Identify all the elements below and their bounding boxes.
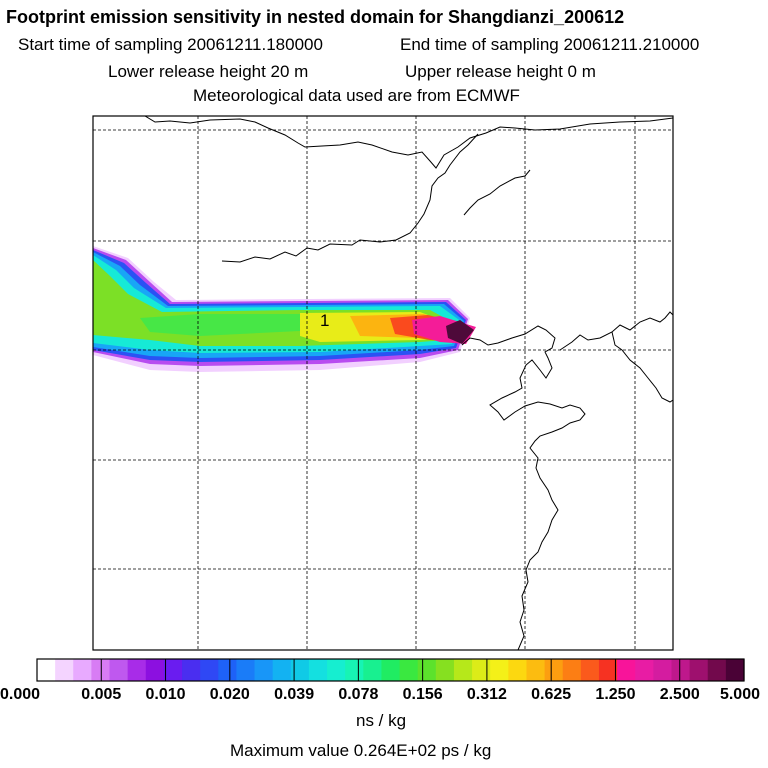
colorbar-unit-label: ns / kg xyxy=(356,711,407,730)
coast-korea xyxy=(559,311,673,351)
met-data-text: Meteorological data used are from ECMWF xyxy=(193,86,520,105)
colorbar-swatch xyxy=(327,659,346,681)
border-inner xyxy=(221,133,479,263)
colorbar-swatch xyxy=(91,659,111,681)
coastlines xyxy=(144,116,673,650)
colorbar-swatch xyxy=(653,659,673,681)
plume-core-lightgreen xyxy=(140,314,320,336)
colorbar-swatch xyxy=(363,659,383,681)
colorbar-swatch xyxy=(200,659,219,681)
colorbar-tick-label: 2.500 xyxy=(660,686,700,703)
colorbar-tick-label: 0.156 xyxy=(403,686,443,703)
colorbar xyxy=(36,658,745,682)
colorbar-swatch xyxy=(254,659,274,681)
coast-bohai xyxy=(461,325,586,650)
colorbar-swatch xyxy=(37,659,56,681)
coast-east-2 xyxy=(611,331,673,403)
colorbar-swatch xyxy=(617,659,636,681)
colorbar-swatch xyxy=(145,659,165,681)
colorbar-tick-label: 1.250 xyxy=(595,686,635,703)
maximum-value-text: Maximum value 0.264E+02 ps / kg xyxy=(230,741,492,760)
colorbar-tick-label: 0.078 xyxy=(338,686,378,703)
colorbar-swatch xyxy=(218,659,238,681)
upper-release-height-text: Upper release height 0 m xyxy=(405,62,596,81)
lower-release-height-text: Lower release height 20 m xyxy=(108,62,309,81)
colorbar-swatch xyxy=(544,659,564,681)
colorbar-swatch xyxy=(707,659,727,681)
colorbar-tick-label: 0.312 xyxy=(467,686,507,703)
colorbar-swatch xyxy=(308,659,328,681)
border-north xyxy=(144,116,673,169)
border-east-1 xyxy=(463,169,531,216)
colorbar-tick-label: 0.625 xyxy=(531,686,571,703)
colorbar-tick-label: 0.005 xyxy=(81,686,121,703)
colorbar-tick-label: 5.000 xyxy=(720,686,760,703)
colorbar-swatch xyxy=(417,659,437,681)
colorbar-swatch xyxy=(580,659,600,681)
colorbar-swatch xyxy=(163,659,183,681)
colorbar-tick-label: 0.039 xyxy=(274,686,314,703)
figure-title: Footprint emission sensitivity in nested… xyxy=(6,7,625,27)
colorbar-tick-label: 0.010 xyxy=(146,686,186,703)
colorbar-tick-label: 0.020 xyxy=(210,686,250,703)
colorbar-swatch xyxy=(127,659,147,681)
colorbar-swatch xyxy=(562,659,582,681)
colorbar-swatch xyxy=(290,659,310,681)
colorbar-swatch xyxy=(508,659,528,681)
graticule xyxy=(93,116,673,650)
colorbar-swatch xyxy=(598,659,618,681)
plume-peak xyxy=(446,320,474,344)
colorbar-swatch xyxy=(399,659,419,681)
colorbar-swatch xyxy=(689,659,709,681)
colorbar-swatch xyxy=(381,659,401,681)
colorbar-swatch xyxy=(73,659,92,681)
contour-label: 1 xyxy=(320,311,329,330)
colorbar-tick-label: 0.000 xyxy=(0,686,40,703)
colorbar-swatch xyxy=(635,659,654,681)
colorbar-swatch xyxy=(671,659,691,681)
colorbar-swatch xyxy=(472,659,491,681)
colorbar-swatch xyxy=(435,659,455,681)
colorbar-swatch xyxy=(345,659,364,681)
colorbar-swatch xyxy=(236,659,256,681)
colorbar-swatch xyxy=(453,659,473,681)
colorbar-swatch xyxy=(182,659,201,681)
start-time-text: Start time of sampling 20061211.180000 xyxy=(18,35,323,54)
end-time-text: End time of sampling 20061211.210000 xyxy=(400,35,700,54)
colorbar-swatch xyxy=(272,659,292,681)
colorbar-swatch xyxy=(109,659,129,681)
colorbar-labels: 0.000 0.005 0.010 0.020 0.039 0.078 0.156 0.312… xyxy=(0,686,760,703)
colorbar-swatch xyxy=(725,659,745,681)
colorbar-swatch xyxy=(490,659,509,681)
colorbar-swatch xyxy=(55,659,74,681)
colorbar-swatch xyxy=(526,659,546,681)
footprint-plume xyxy=(93,246,476,372)
map-frame xyxy=(92,115,674,651)
